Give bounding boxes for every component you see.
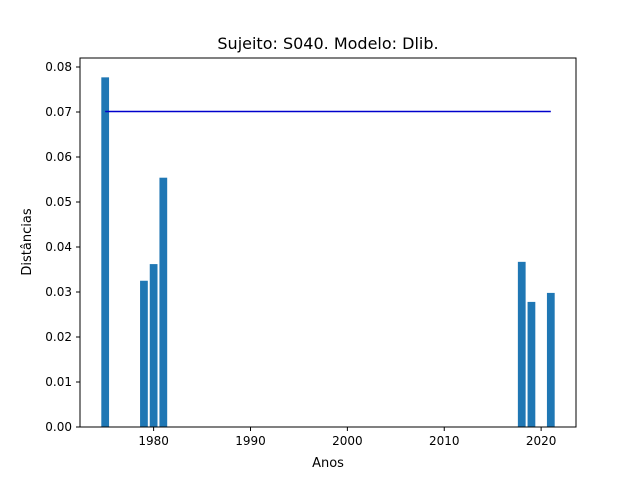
bar-1979 (140, 280, 148, 427)
y-tick-label-0.06: 0.06 (45, 150, 72, 164)
chart-title: Sujeito: S040. Modelo: Dlib. (217, 34, 438, 53)
bar-1981 (159, 177, 168, 427)
x-tick-label-2000: 2000 (332, 434, 363, 448)
bar-1980 (149, 264, 158, 427)
y-tick-label-0.08: 0.08 (45, 60, 72, 74)
x-tick-label-2010: 2010 (429, 434, 460, 448)
y-tick-label-0.03: 0.03 (45, 285, 72, 299)
x-tick-label-1980: 1980 (138, 434, 169, 448)
y-tick-label-0.02: 0.02 (45, 330, 72, 344)
y-tick-label-0.04: 0.04 (45, 240, 72, 254)
axes-frame (79, 57, 577, 428)
y-tick-label-0.00: 0.00 (45, 420, 72, 434)
x-axis-label: Anos (312, 456, 344, 471)
bar-1975 (101, 77, 110, 427)
y-tick-label-0.07: 0.07 (45, 105, 72, 119)
x-tick-label-1990: 1990 (235, 434, 266, 448)
bar-2018 (517, 261, 526, 427)
plot-area: 1980 1990 2000 2010 2020 0.00 0.01 0.02 0.03 0.04… (45, 57, 577, 448)
x-tick-label-2020: 2020 (526, 434, 557, 448)
bar-2019 (527, 301, 536, 427)
y-axis-label: Distâncias (20, 208, 35, 275)
bar-2021 (546, 292, 555, 427)
y-tick-label-0.05: 0.05 (45, 195, 72, 209)
y-tick-label-0.01: 0.01 (45, 375, 72, 389)
